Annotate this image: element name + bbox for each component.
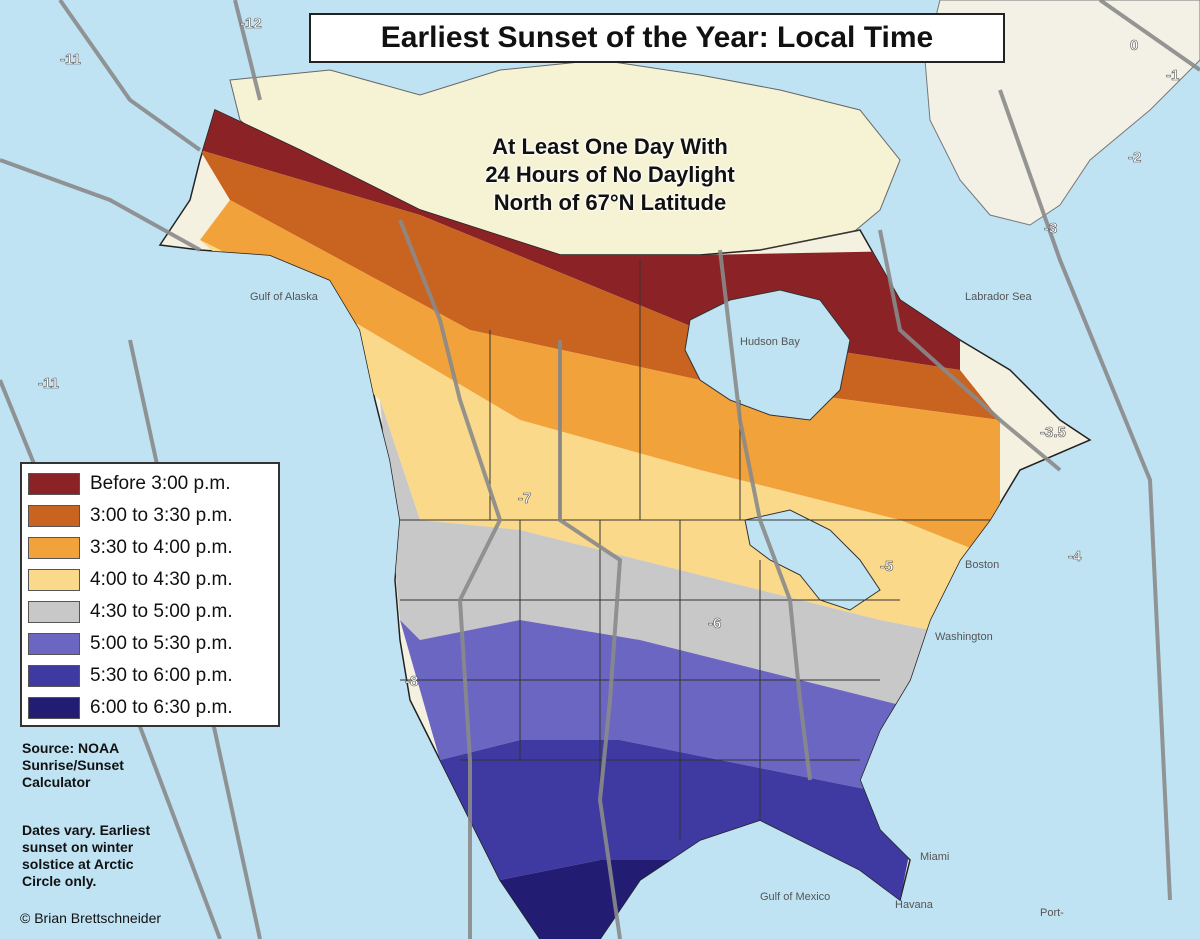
arctic-note-line: North of 67°N Latitude bbox=[493, 190, 727, 215]
map-title: Earliest Sunset of the Year: Local Time bbox=[309, 13, 1005, 63]
tz-label: -5 bbox=[880, 558, 893, 575]
place-label: Labrador Sea bbox=[965, 291, 1033, 303]
legend-swatch bbox=[28, 633, 80, 655]
note-line: Circle only. bbox=[22, 873, 97, 889]
tz-label: -4 bbox=[1068, 548, 1082, 565]
note-line: sunset on winter bbox=[22, 839, 134, 855]
legend-swatch bbox=[28, 697, 80, 719]
legend-label: 4:30 to 5:00 p.m. bbox=[90, 601, 233, 622]
legend-item: 5:00 to 5:30 p.m. bbox=[28, 628, 272, 660]
legend-swatch bbox=[28, 569, 80, 591]
tz-label: 0 bbox=[1130, 37, 1138, 54]
legend-label: 5:00 to 5:30 p.m. bbox=[90, 633, 233, 654]
legend-item: 3:00 to 3:30 p.m. bbox=[28, 500, 272, 532]
legend-label: 6:00 to 6:30 p.m. bbox=[90, 697, 233, 718]
tz-label: -2 bbox=[1128, 149, 1141, 166]
arctic-note-line: At Least One Day With bbox=[492, 134, 728, 159]
timezone-labels: -12 -11 -11 -8 -7 -6 -5 -4 -3 -3.5 -2 -1… bbox=[38, 15, 1180, 691]
note-line: solstice at Arctic bbox=[22, 856, 134, 872]
author-credit: © Brian Brettschneider bbox=[20, 910, 162, 926]
hudson-bay-overlay bbox=[684, 289, 851, 421]
legend-item: 4:00 to 4:30 p.m. bbox=[28, 564, 272, 596]
band-430-500 bbox=[380, 400, 980, 720]
source-line: Calculator bbox=[22, 774, 91, 790]
legend-label: 5:30 to 6:00 p.m. bbox=[90, 665, 233, 686]
legend-item: Before 3:00 p.m. bbox=[28, 468, 272, 500]
tz-label: -1 bbox=[1166, 67, 1179, 84]
place-label: Gulf of Alaska bbox=[250, 291, 319, 303]
arctic-note: At Least One Day With 24 Hours of No Day… bbox=[430, 133, 790, 217]
legend-swatch bbox=[28, 505, 80, 527]
note-line: Dates vary. Earliest bbox=[22, 822, 151, 838]
legend-label: Before 3:00 p.m. bbox=[90, 473, 231, 494]
tz-label: -8 bbox=[405, 673, 418, 690]
legend: Before 3:00 p.m. 3:00 to 3:30 p.m. 3:30 … bbox=[20, 462, 280, 727]
source-line: Source: NOAA bbox=[22, 740, 120, 756]
legend-swatch bbox=[28, 665, 80, 687]
legend-label: 3:00 to 3:30 p.m. bbox=[90, 505, 233, 526]
tz-label: -11 bbox=[38, 375, 59, 392]
place-label: Gulf of Mexico bbox=[760, 891, 830, 903]
tz-label: -3.5 bbox=[1040, 424, 1066, 441]
source-note: Source: NOAA Sunrise/Sunset Calculator bbox=[22, 740, 222, 791]
legend-item: 4:30 to 5:00 p.m. bbox=[28, 596, 272, 628]
place-label: Washington bbox=[935, 631, 993, 643]
dates-note: Dates vary. Earliest sunset on winter so… bbox=[22, 822, 192, 890]
legend-item: 3:30 to 4:00 p.m. bbox=[28, 532, 272, 564]
legend-swatch bbox=[28, 473, 80, 495]
arctic-note-line: 24 Hours of No Daylight bbox=[485, 162, 735, 187]
band-330-400 bbox=[200, 200, 1000, 560]
tz-label: -7 bbox=[518, 490, 531, 507]
legend-item: 5:30 to 6:00 p.m. bbox=[28, 660, 272, 692]
legend-label: 4:00 to 4:30 p.m. bbox=[90, 569, 233, 590]
place-label: Miami bbox=[920, 851, 949, 863]
tz-label: -12 bbox=[240, 15, 262, 32]
place-labels: Gulf of Alaska Hudson Bay Labrador Sea G… bbox=[250, 291, 1064, 919]
place-label: Havana bbox=[895, 899, 934, 911]
legend-item: 6:00 to 6:30 p.m. bbox=[28, 692, 272, 724]
legend-label: 3:30 to 4:00 p.m. bbox=[90, 537, 233, 558]
tz-label: -3 bbox=[1044, 220, 1057, 237]
legend-swatch bbox=[28, 537, 80, 559]
place-label: Hudson Bay bbox=[740, 336, 800, 348]
tz-label: -6 bbox=[708, 615, 721, 632]
place-label: Port- bbox=[1040, 907, 1064, 919]
source-line: Sunrise/Sunset bbox=[22, 757, 124, 773]
legend-swatch bbox=[28, 601, 80, 623]
great-lakes-overlay bbox=[744, 509, 881, 611]
place-label: Boston bbox=[965, 559, 999, 571]
tz-label: -11 bbox=[60, 51, 81, 68]
